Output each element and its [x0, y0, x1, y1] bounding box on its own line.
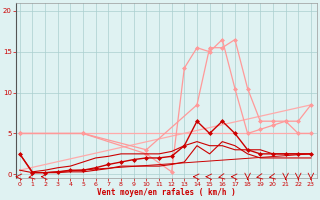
X-axis label: Vent moyen/en rafales ( km/h ): Vent moyen/en rafales ( km/h )	[97, 188, 236, 197]
